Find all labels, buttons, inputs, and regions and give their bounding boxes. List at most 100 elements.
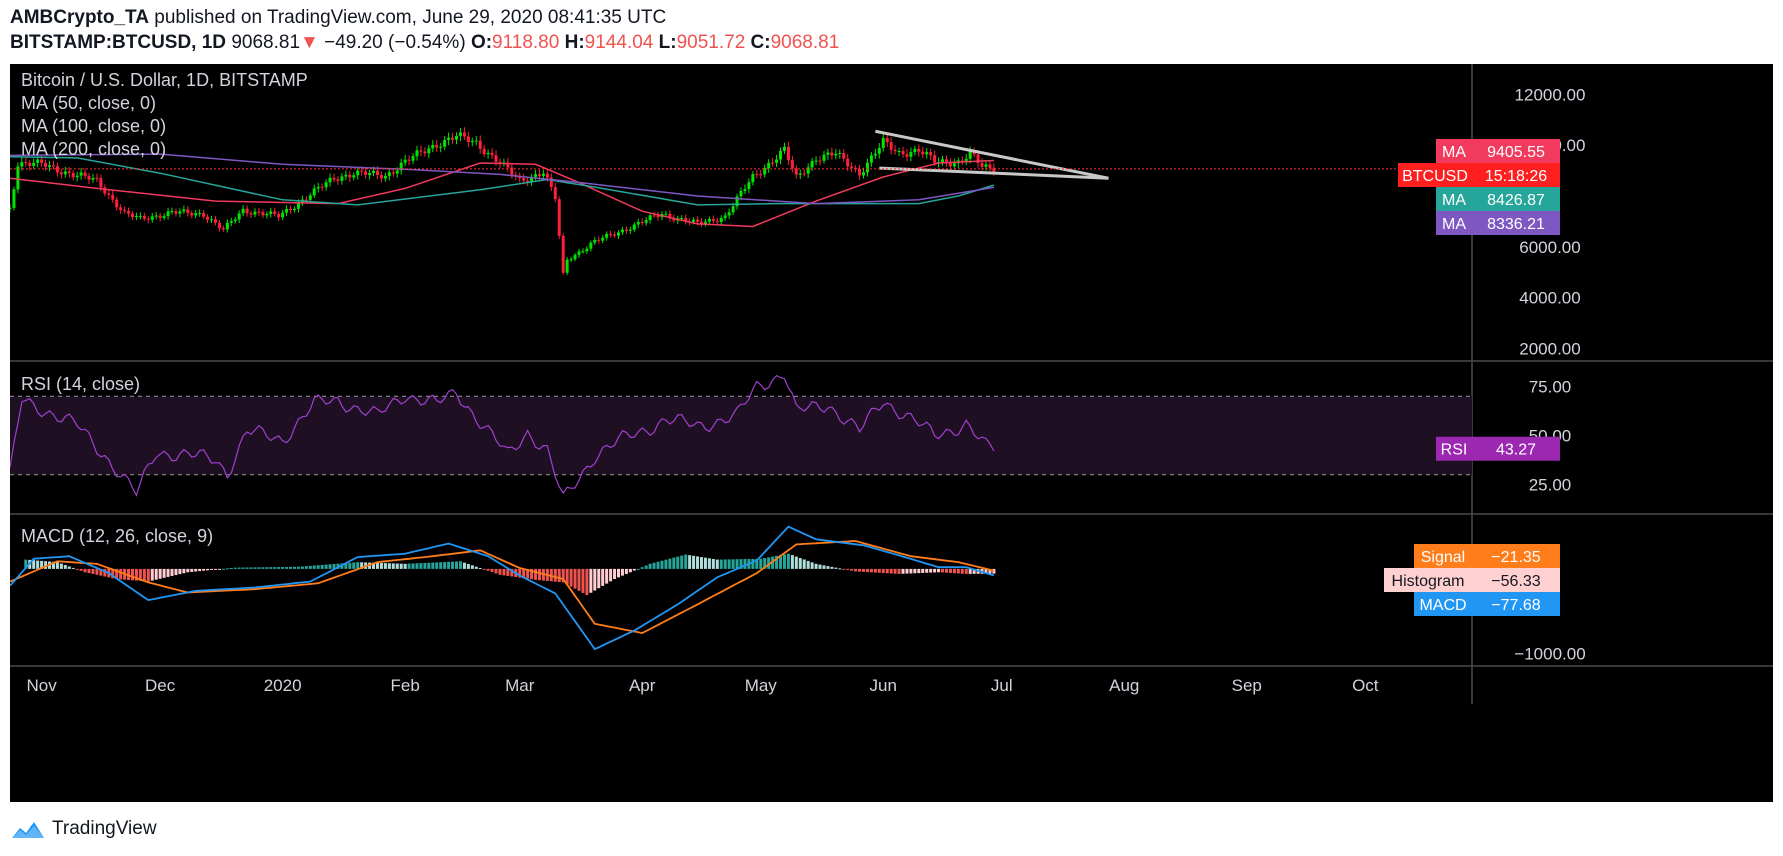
publish-info: published on TradingView.com, June 29, 2… [154, 7, 667, 28]
histogram-bar [423, 562, 427, 569]
histogram-bar [968, 568, 972, 574]
histogram-bar [142, 568, 146, 582]
trendline-1[interactable] [875, 129, 1109, 180]
histogram-bar [241, 567, 245, 569]
histogram-bar [217, 568, 221, 570]
candle-body [941, 159, 945, 163]
histogram-bar [348, 562, 352, 569]
candle-body [767, 162, 771, 169]
histogram-bar [75, 568, 79, 570]
candle-body [972, 150, 976, 155]
candle-body [585, 248, 589, 252]
histogram-bar [312, 565, 316, 569]
histogram-bar [213, 568, 217, 570]
candle-body [320, 186, 324, 188]
macd-axis-label-1-value-text: −21.35 [1491, 549, 1540, 566]
candle-body [644, 220, 648, 223]
candle-body [589, 242, 593, 249]
candle-body [364, 171, 368, 175]
histogram-bar [455, 561, 459, 569]
histogram-bar [865, 568, 869, 573]
histogram-bar [561, 568, 565, 583]
price-tick-label: 12000.00 [1515, 85, 1586, 104]
histogram-bar [652, 562, 656, 569]
candle-body [656, 215, 660, 218]
macd-axis-label-3-tag-text: MACD [1419, 597, 1466, 614]
candle-body [277, 213, 281, 218]
histogram-bar [91, 568, 95, 574]
candle-body [699, 221, 703, 224]
histogram-bar [87, 568, 91, 574]
candle-body [518, 176, 522, 179]
candle-body [992, 167, 996, 173]
candle-body [245, 208, 249, 214]
candle-body [921, 151, 925, 155]
histogram-bar [55, 562, 59, 569]
candle-body [711, 218, 715, 221]
candle-body [526, 180, 530, 182]
candle-body [455, 135, 459, 140]
histogram-bar [885, 568, 889, 574]
chart-header: AMBCrypto_TA published on TradingView.co… [0, 0, 1783, 66]
histogram-bar [684, 554, 688, 569]
histogram-bar [447, 561, 451, 569]
histogram-bar [360, 562, 364, 569]
histogram-bar [257, 567, 261, 569]
histogram-bar [510, 568, 514, 577]
histogram-bar [486, 568, 490, 571]
candle-body [91, 177, 95, 180]
candle-body [905, 154, 909, 157]
candle-body [885, 138, 889, 143]
trendline-2[interactable] [879, 166, 1109, 180]
histogram-bar [838, 568, 842, 570]
candle-body [407, 159, 411, 161]
candle-body [48, 165, 52, 167]
histogram-bar [506, 568, 510, 576]
histogram-bar [605, 568, 609, 584]
candle-body [684, 218, 688, 222]
tradingview-logo-icon [12, 822, 44, 838]
candle-body [190, 212, 194, 216]
histogram-bar [443, 562, 447, 569]
candle-body [735, 196, 739, 207]
candle-body [217, 222, 221, 229]
candle-body [127, 211, 131, 214]
histogram-bar [253, 567, 257, 569]
histogram-bar [565, 568, 569, 585]
rsi-axis-label: RSI 43.27 [1436, 436, 1560, 461]
chart-area[interactable]: 12000.0010000.006000.004000.002000.00MA9… [8, 64, 1773, 802]
histogram-bar [289, 566, 293, 569]
histogram-bar [526, 568, 530, 579]
candle-body [506, 162, 510, 168]
candle-body [75, 175, 79, 178]
candle-body [826, 152, 830, 155]
candle-body [948, 162, 952, 167]
histogram-bar [344, 563, 348, 569]
time-tick-label: 2020 [264, 676, 302, 695]
candle-body [233, 219, 237, 222]
candle-body [786, 146, 790, 161]
price-axis-label-3-tag-text: MA [1442, 192, 1466, 209]
histogram-bar [194, 568, 198, 572]
last-price: 9068.81 [231, 32, 301, 53]
chart-svg[interactable]: 12000.0010000.006000.004000.002000.00MA9… [8, 64, 1773, 802]
time-tick-label: Sep [1232, 676, 1262, 695]
candle-body [8, 207, 12, 209]
histogram-bar [597, 568, 601, 589]
candle-body [296, 202, 300, 209]
candle-body [431, 144, 435, 149]
histogram-bar [332, 563, 336, 569]
tradingview-logo[interactable]: TradingView [10, 818, 157, 840]
candle-body [328, 177, 332, 183]
histogram-bar [660, 560, 664, 569]
author-name[interactable]: AMBCrypto_TA [10, 7, 149, 28]
histogram-bar [115, 568, 119, 580]
candle-body [340, 176, 344, 181]
histogram-bar [601, 568, 605, 586]
histogram-bar [411, 563, 415, 569]
histogram-bar [24, 559, 28, 569]
histogram-bar [407, 563, 411, 569]
rsi-band [10, 396, 1472, 475]
time-tick-label: Nov [26, 676, 57, 695]
candle-body [67, 171, 71, 174]
